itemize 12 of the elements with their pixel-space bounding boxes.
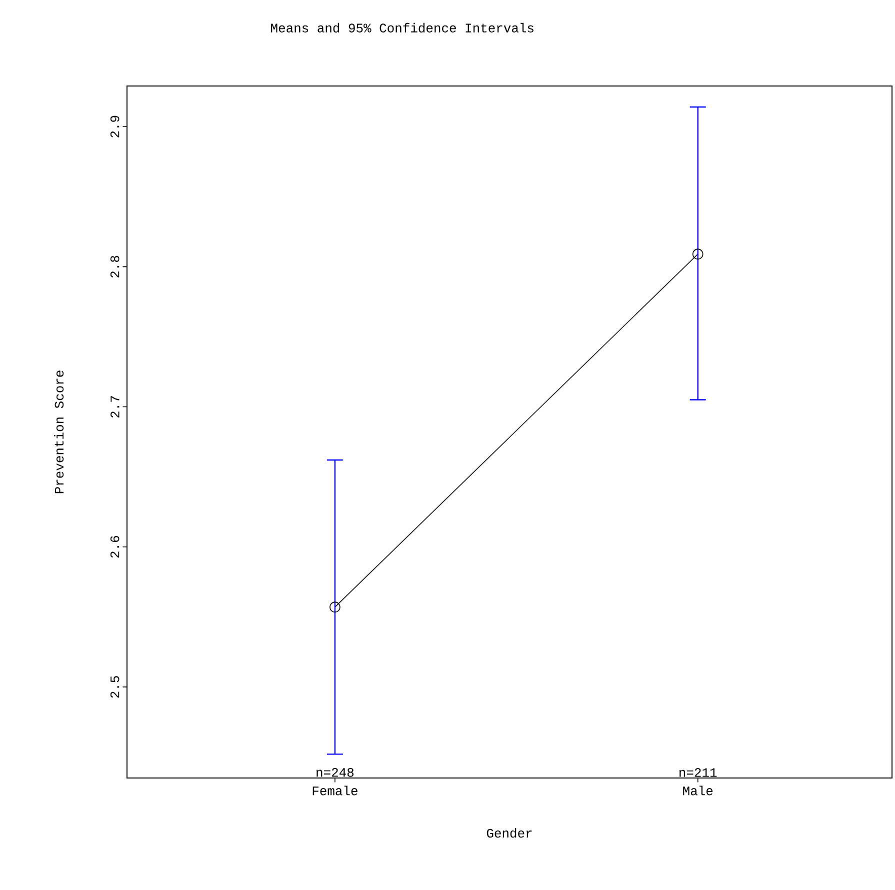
annotation: n=211 — [680, 768, 717, 777]
annotation: n=248 — [316, 768, 354, 777]
y-tick-label: 2.7 — [110, 396, 120, 418]
y-tick-label: 2.5 — [110, 676, 120, 698]
y-tick-label: 2.6 — [110, 536, 120, 558]
y-axis-title: Prevention Score — [54, 370, 64, 494]
chart-title: Means and 95% Confidence Intervals — [271, 22, 534, 32]
x-tick-label: Female — [312, 786, 358, 796]
x-tick-label: Male — [683, 786, 713, 796]
x-axis-title: Gender — [486, 828, 532, 838]
y-tick-label: 2.8 — [110, 256, 120, 278]
y-tick-label: 2.9 — [110, 116, 120, 138]
